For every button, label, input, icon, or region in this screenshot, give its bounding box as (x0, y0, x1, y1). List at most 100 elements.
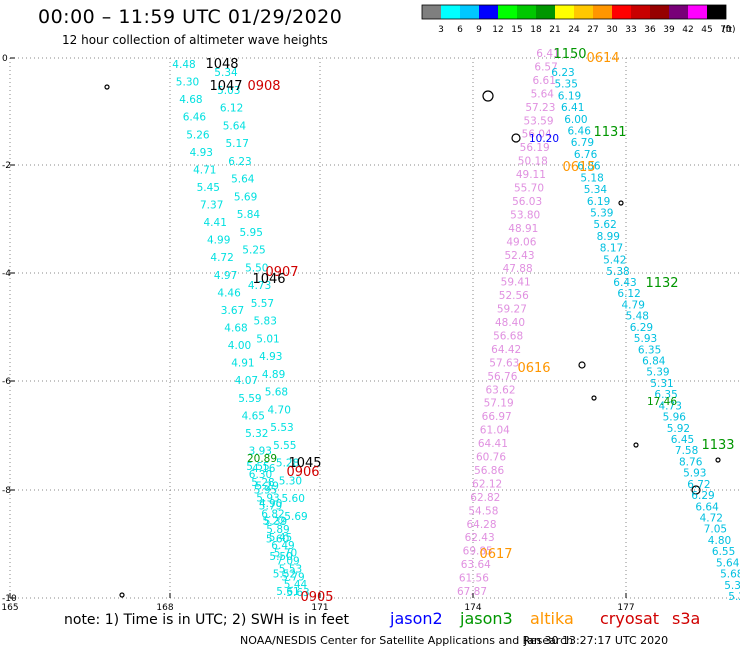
colorbar-tick-label: 18 (530, 25, 542, 35)
colorbar-unit: (ft) (722, 25, 736, 35)
swh-value: 5.52 (273, 568, 296, 580)
swh-value: 5.28 (276, 458, 299, 470)
swh-value: 48.91 (508, 223, 538, 235)
swh-value: 55.70 (514, 183, 544, 195)
swh-value: 6.45 (671, 434, 694, 446)
swh-value: 66.97 (482, 411, 512, 423)
swh-value: 4.93 (259, 351, 282, 363)
swh-value: 5.30 (279, 476, 302, 488)
swh-value: 4.73 (248, 280, 271, 292)
colorbar-swatch (422, 5, 441, 19)
swh-value: 5.17 (226, 138, 249, 150)
swh-value: 5.68 (720, 569, 740, 581)
swh-value: 5.28 (251, 477, 274, 489)
swh-value: 6.55 (712, 546, 735, 558)
lat-label: -10 (2, 594, 17, 604)
swh-value: 5.79 (259, 500, 282, 512)
swh-value: 5.84 (237, 209, 261, 221)
swh-value: 4.68 (224, 323, 247, 335)
island (511, 133, 521, 143)
swh-value: 6.82 (261, 508, 284, 520)
swh-value: 4.65 (242, 410, 265, 422)
colorbar-swatch (517, 5, 536, 19)
pass-time-label: 0616 (517, 361, 550, 376)
swh-value: 5.30 (176, 77, 199, 89)
colorbar-tick-label: 39 (663, 25, 675, 35)
swh-value: 5.62 (593, 219, 616, 231)
swh-value: 5.44 (284, 579, 308, 591)
swh-value: 4.07 (235, 375, 258, 387)
swh-value: 56.04 (522, 129, 552, 141)
colorbar-swatch (479, 5, 498, 19)
swh-value: 5.83 (254, 316, 277, 328)
swh-value: 6.61 (533, 75, 556, 87)
swh-value: 5.64 (223, 120, 247, 132)
pass-time-label: 0614 (586, 51, 619, 66)
swh-value: 56.68 (493, 330, 523, 342)
swh-value: 8.76 (679, 456, 703, 468)
swh-value: 5.34 (584, 184, 608, 196)
swh-value: 4.70 (268, 404, 291, 416)
lat-label: -8 (2, 486, 11, 496)
swh-value: 3.93 (249, 446, 272, 458)
swh-value: 5.63 (286, 587, 309, 599)
swh-value: 50.18 (518, 156, 548, 168)
swh-value: 5.60 (282, 493, 305, 505)
swh-value: 4.73 (659, 400, 682, 412)
swh-value: 5.45 (269, 532, 292, 544)
swh-value: 62.12 (472, 478, 502, 490)
swh-value: 6.23 (551, 67, 574, 79)
swh-value: 5.92 (667, 423, 690, 435)
swh-value: 8.99 (597, 231, 620, 243)
swh-value: 5.48 (626, 311, 649, 323)
swh-value: 5.01 (256, 333, 279, 345)
pass-time-label: 1046 (252, 272, 285, 287)
colorbar-tick-label: 21 (549, 25, 560, 35)
swh-value: 5.55 (273, 440, 296, 452)
swh-value: 6.46 (568, 126, 592, 138)
swh-value: 5.29 (728, 591, 740, 603)
swh-value: 5.61 (276, 586, 299, 598)
swh-value: 5.95 (240, 227, 263, 239)
swh-value: 5.60 (266, 533, 289, 545)
swh-value: 5.53 (279, 563, 302, 575)
swh-value: 5.31 (650, 378, 673, 390)
swh-value: 56.03 (512, 196, 542, 208)
footer-note: note: 1) Time is in UTC; 2) SWH is in fe… (64, 612, 350, 628)
swh-value: 62.43 (465, 532, 495, 544)
swh-value: 4.16 (252, 463, 276, 475)
swh-value: 4.97 (214, 270, 237, 282)
swh-value: 5.70 (274, 548, 297, 560)
colorbar-swatch (631, 5, 650, 19)
swh-value: 4.71 (193, 164, 216, 176)
lat-label: -4 (2, 269, 11, 279)
island (104, 84, 110, 90)
swh-value: 5.93 (634, 333, 657, 345)
legend-altika: altika (530, 609, 574, 628)
swh-value: 59.27 (497, 304, 527, 316)
swh-value: 7.58 (675, 445, 698, 457)
swh-value: 4.91 (231, 358, 254, 370)
legend-s3a: s3a (672, 609, 701, 628)
swh-value: 6.46 (183, 112, 207, 124)
swh-value: 57.23 (525, 102, 555, 114)
pass-time-label: 0617 (479, 547, 512, 562)
swh-value: 4.89 (262, 369, 285, 381)
swh-value: 53.80 (510, 209, 540, 221)
swh-value: 5.95 (254, 485, 277, 497)
swh-value: 5.96 (663, 412, 687, 424)
colorbar-tick-label: 15 (511, 25, 522, 35)
swh-value: 63.62 (485, 384, 515, 396)
swh-value: 6.41 (561, 102, 584, 114)
colorbar-swatch (536, 5, 555, 19)
island (618, 200, 624, 206)
swh-value: 6.12 (617, 288, 640, 300)
swh-value: 5.32 (245, 428, 268, 440)
swh-value: 5.26 (186, 129, 210, 141)
pass-time-label: 0905 (300, 590, 333, 605)
swh-value: 57.63 (489, 357, 519, 369)
pass-time-label: 1047 (209, 79, 242, 94)
lon-label: 174 (464, 603, 481, 613)
swh-value: 5.35 (724, 580, 740, 592)
swh-value: 6.29 (691, 490, 714, 502)
